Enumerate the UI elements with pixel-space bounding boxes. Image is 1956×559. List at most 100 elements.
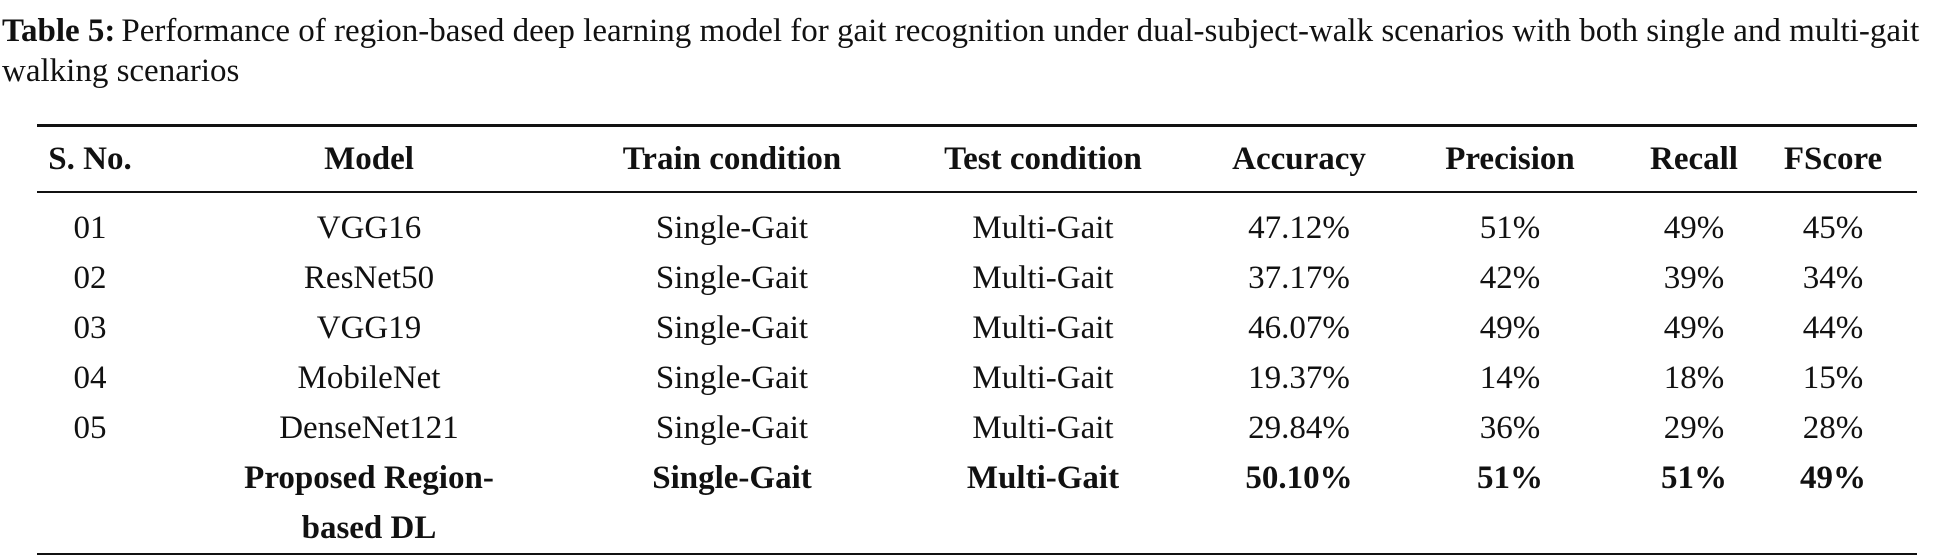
- table-row: 04 MobileNet Single-Gait Multi-Gait 19.37% 14…: [37, 353, 1917, 403]
- table-cell: Single-Gait: [595, 192, 869, 253]
- cell-text: MobileNet: [297, 360, 441, 396]
- cell-text: Multi-Gait: [966, 460, 1120, 496]
- caption-label: Table 5:: [2, 13, 116, 49]
- table-cell: VGG16: [143, 192, 595, 253]
- cell-text: 18%: [1663, 360, 1725, 396]
- cell-text: VGG16: [316, 210, 422, 246]
- table-row: Proposed Region-based DL Single-Gait Multi…: [37, 453, 1917, 554]
- table-cell: 34%: [1749, 253, 1917, 303]
- cell-text: VGG19: [316, 310, 422, 346]
- table-cell: 47.12%: [1217, 192, 1381, 253]
- table-cell: Single-Gait: [595, 403, 869, 453]
- cell-text: 34%: [1802, 260, 1864, 296]
- table-cell: 29%: [1639, 403, 1749, 453]
- cell-text: 39%: [1663, 260, 1725, 296]
- column-header: S. No.: [48, 140, 132, 177]
- table-cell: 18%: [1639, 353, 1749, 403]
- table-cell: Multi-Gait: [869, 253, 1217, 303]
- cell-text: 29.84%: [1248, 410, 1350, 446]
- cell-text: Single-Gait: [655, 360, 809, 396]
- table-cell: 46.07%: [1217, 303, 1381, 353]
- cell-text: Multi-Gait: [972, 360, 1114, 396]
- table-cell: 36%: [1381, 403, 1639, 453]
- column-header: Precision: [1445, 140, 1575, 177]
- cell-text: ResNet50: [303, 260, 435, 296]
- table-cell: MobileNet: [143, 353, 595, 403]
- table-cell: 02: [37, 253, 143, 303]
- cell-text: 14%: [1479, 360, 1541, 396]
- column-header: Test condition: [944, 140, 1142, 177]
- table-cell: 05: [37, 403, 143, 453]
- cell-text: 01: [73, 210, 107, 246]
- table-cell: 49%: [1749, 453, 1917, 554]
- table-cell: Multi-Gait: [869, 353, 1217, 403]
- table-cell: 04: [37, 353, 143, 403]
- cell-text: Multi-Gait: [972, 210, 1114, 246]
- cell-text: Multi-Gait: [972, 410, 1114, 446]
- results-table: S. No. Model Train condition Test condition…: [37, 124, 1917, 555]
- column-header: Model: [324, 140, 414, 177]
- cell-text: 05: [73, 410, 107, 446]
- table-cell: 29.84%: [1217, 403, 1381, 453]
- table-cell: 01: [37, 192, 143, 253]
- table-cell: 03: [37, 303, 143, 353]
- table-caption: Table 5: Performance of region-based deep…: [2, 11, 1952, 91]
- table-cell: 51%: [1639, 453, 1749, 554]
- table-cell: 50.10%: [1217, 453, 1381, 554]
- cell-text: 49%: [1800, 460, 1866, 496]
- table-cell: VGG19: [143, 303, 595, 353]
- cell-text: Multi-Gait: [972, 260, 1114, 296]
- table-cell: 42%: [1381, 253, 1639, 303]
- cell-text: Single-Gait: [652, 460, 812, 496]
- cell-text: Single-Gait: [655, 310, 809, 346]
- table-cell: 51%: [1381, 453, 1639, 554]
- table-cell: 15%: [1749, 353, 1917, 403]
- cell-text: 46.07%: [1248, 310, 1350, 346]
- column-header: FScore: [1783, 140, 1883, 177]
- table-cell: 44%: [1749, 303, 1917, 353]
- table-cell: DenseNet121: [143, 403, 595, 453]
- table-cell: 51%: [1381, 192, 1639, 253]
- table-cell: Multi-Gait: [869, 453, 1217, 554]
- column-header: Accuracy: [1232, 140, 1366, 177]
- table-cell: Multi-Gait: [869, 192, 1217, 253]
- table-row: 02 ResNet50 Single-Gait Multi-Gait 37.17% 42%…: [37, 253, 1917, 303]
- cell-text: 28%: [1802, 410, 1864, 446]
- cell-text: 49%: [1663, 210, 1725, 246]
- table-cell: 28%: [1749, 403, 1917, 453]
- cell-text: DenseNet121: [279, 410, 459, 446]
- table-row: 01 VGG16 Single-Gait Multi-Gait 47.12% 51% 49%…: [37, 192, 1917, 253]
- cell-text: 51%: [1479, 210, 1541, 246]
- cell-text: 42%: [1479, 260, 1541, 296]
- table-cell: 37.17%: [1217, 253, 1381, 303]
- cell-text: 50.10%: [1245, 460, 1353, 496]
- caption-text: Performance of region-based deep learnin…: [2, 13, 1920, 89]
- cell-text: 51%: [1661, 460, 1727, 496]
- table-cell: Single-Gait: [595, 453, 869, 554]
- cell-text: 29%: [1663, 410, 1725, 446]
- cell-text: Single-Gait: [655, 210, 809, 246]
- cell-text: 36%: [1479, 410, 1541, 446]
- table-header: S. No. Model Train condition Test condition…: [37, 125, 1917, 192]
- cell-text: 15%: [1802, 360, 1864, 396]
- table-cell: 14%: [1381, 353, 1639, 403]
- table-cell: [37, 453, 143, 554]
- column-header: Train condition: [622, 140, 842, 177]
- table-cell: Multi-Gait: [869, 303, 1217, 353]
- cell-text: 47.12%: [1248, 210, 1350, 246]
- table-cell: Proposed Region-based DL: [143, 453, 595, 554]
- table-cell: 49%: [1381, 303, 1639, 353]
- table-body: 01 VGG16 Single-Gait Multi-Gait 47.12% 51% 49%…: [37, 192, 1917, 554]
- cell-text: Multi-Gait: [972, 310, 1114, 346]
- cell-text: 04: [73, 360, 107, 396]
- table-cell: 49%: [1639, 303, 1749, 353]
- cell-text: 51%: [1477, 460, 1543, 496]
- table-cell: Multi-Gait: [869, 403, 1217, 453]
- table-cell: 49%: [1639, 192, 1749, 253]
- header-row: S. No. Model Train condition Test condition…: [37, 125, 1917, 192]
- cell-text: Proposed Region-based DL: [244, 460, 494, 546]
- table-cell: 19.37%: [1217, 353, 1381, 403]
- cell-text: 49%: [1479, 310, 1541, 346]
- table-row: 03 VGG19 Single-Gait Multi-Gait 46.07% 49% 49%…: [37, 303, 1917, 353]
